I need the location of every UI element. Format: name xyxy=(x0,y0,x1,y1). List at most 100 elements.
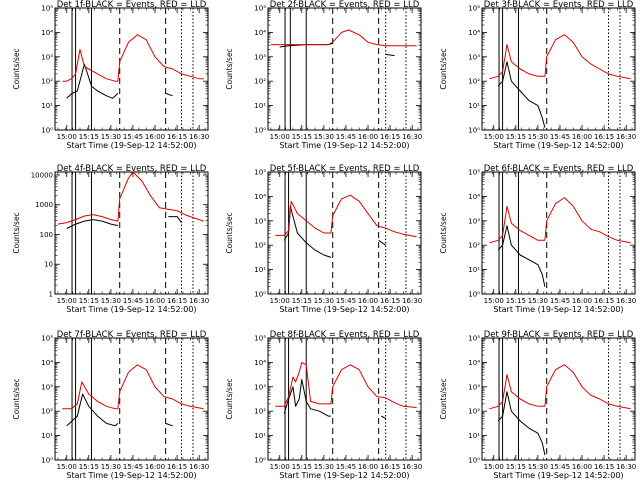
x-axis-label: Start Time (19-Sep-12 14:52:00) xyxy=(66,141,196,150)
events-series-line xyxy=(66,216,182,229)
y-tick-label: 10⁵ xyxy=(468,169,480,177)
x-tick-label: 16:30 xyxy=(616,297,636,305)
chart-title: Det 2f-BLACK = Events, RED = LLD xyxy=(270,0,420,10)
y-tick-label: 10⁰ xyxy=(254,127,266,135)
x-tick-label: 15:15 xyxy=(79,297,99,305)
y-tick-label: 10⁰ xyxy=(254,457,266,465)
x-tick-label: 15:45 xyxy=(123,463,143,471)
chart-panel-3: Det 3f-BLACK = Events, RED = LLD 10⁰ 10¹ 10… xyxy=(439,0,636,150)
chart-panel-1: Det 1f-BLACK = Events, RED = LLD 10⁰ 10¹ 10… xyxy=(12,0,209,150)
y-axis-label: Counts/sec xyxy=(439,378,448,419)
chart-title: Det 7f-BLACK = Events, RED = LLD xyxy=(57,330,207,340)
y-axis-label: Counts/sec xyxy=(225,378,234,419)
x-tick-label: 15:15 xyxy=(79,463,99,471)
x-tick-label: 15:30 xyxy=(101,297,121,305)
lld-series-line xyxy=(275,361,417,408)
x-tick-label: 15:00 xyxy=(57,463,77,471)
x-axis-label: Start Time (19-Sep-12 14:52:00) xyxy=(493,471,623,480)
lld-series-line xyxy=(275,194,417,238)
x-tick-label: 16:00 xyxy=(572,133,592,141)
y-tick-label: 10⁰ xyxy=(468,127,480,135)
x-tick-label: 15:15 xyxy=(79,133,99,141)
chart-panel-6: Det 6f-BLACK = Events, RED = LLD 10⁰ 10¹ 10… xyxy=(439,164,636,314)
y-tick-label: 10³ xyxy=(41,383,53,391)
y-tick-label: 1000 xyxy=(35,201,53,209)
chart-panel-9: Det 9f-BLACK = Events, RED = LLD 10⁰ 10¹ 10… xyxy=(439,330,636,480)
y-tick-label: 10¹ xyxy=(254,102,266,110)
x-tick-label: 15:00 xyxy=(484,133,504,141)
plot-frame xyxy=(481,337,636,461)
y-tick-label: 10⁴ xyxy=(254,29,266,37)
x-tick-label: 15:45 xyxy=(336,297,356,305)
x-tick-label: 15:30 xyxy=(314,297,334,305)
y-tick-label: 10¹ xyxy=(468,432,480,440)
plot-frame xyxy=(54,171,209,295)
chart-title: Det 5f-BLACK = Events, RED = LLD xyxy=(270,164,420,174)
x-tick-label: 16:30 xyxy=(402,133,422,141)
chart-title: Det 1f-BLACK = Events, RED = LLD xyxy=(57,0,207,10)
x-tick-label: 15:45 xyxy=(550,297,570,305)
x-tick-label: 15:00 xyxy=(484,297,504,305)
x-tick-label: 16:30 xyxy=(189,463,209,471)
x-tick-label: 16:00 xyxy=(572,463,592,471)
y-axis-label: Counts/sec xyxy=(12,212,21,253)
y-tick-label: 10³ xyxy=(468,217,480,225)
x-tick-label: 16:15 xyxy=(167,463,187,471)
x-tick-label: 16:00 xyxy=(358,133,378,141)
events-series-line xyxy=(283,379,386,419)
plot-frame xyxy=(267,337,422,461)
x-tick-label: 15:45 xyxy=(550,463,570,471)
chart-panel-2: Det 2f-BLACK = Events, RED = LLD 10⁰ 10¹ 10… xyxy=(225,0,422,150)
events-series-line xyxy=(66,393,173,427)
x-tick-label: 16:30 xyxy=(189,297,209,305)
x-tick-label: 16:15 xyxy=(167,297,187,305)
chart-title: Det 8f-BLACK = Events, RED = LLD xyxy=(270,330,420,340)
x-tick-label: 15:00 xyxy=(484,463,504,471)
x-tick-label: 15:00 xyxy=(270,133,290,141)
x-tick-label: 16:15 xyxy=(594,297,614,305)
x-tick-label: 16:00 xyxy=(572,297,592,305)
events-series-line xyxy=(66,63,173,99)
y-tick-label: 10³ xyxy=(468,383,480,391)
y-tick-label: 10 xyxy=(44,261,53,269)
x-tick-label: 16:30 xyxy=(616,133,636,141)
x-tick-label: 15:30 xyxy=(528,297,548,305)
events-series-line xyxy=(279,42,395,57)
x-tick-label: 15:30 xyxy=(314,463,334,471)
x-axis-label: Start Time (19-Sep-12 14:52:00) xyxy=(493,305,623,314)
y-tick-label: 10¹ xyxy=(468,266,480,274)
plot-frame xyxy=(267,7,422,131)
y-tick-label: 10⁴ xyxy=(468,29,480,37)
x-tick-label: 15:30 xyxy=(101,463,121,471)
y-tick-label: 10² xyxy=(41,408,53,416)
y-tick-label: 10000 xyxy=(31,171,53,179)
x-axis-label: Start Time (19-Sep-12 14:52:00) xyxy=(66,305,196,314)
x-tick-label: 15:15 xyxy=(292,463,312,471)
y-tick-label: 10² xyxy=(254,78,266,86)
events-series-line xyxy=(498,392,600,455)
y-tick-label: 10² xyxy=(254,408,266,416)
y-tick-label: 10⁴ xyxy=(468,193,480,201)
y-axis-label: Counts/sec xyxy=(12,378,21,419)
x-tick-label: 15:15 xyxy=(292,133,312,141)
x-axis-label: Start Time (19-Sep-12 14:52:00) xyxy=(66,471,196,480)
y-axis-label: Counts/sec xyxy=(225,48,234,89)
y-tick-label: 10⁴ xyxy=(254,359,266,367)
y-tick-label: 10¹ xyxy=(468,102,480,110)
x-tick-label: 15:00 xyxy=(270,463,290,471)
x-axis-label: Start Time (19-Sep-12 14:52:00) xyxy=(493,141,623,150)
y-axis-label: Counts/sec xyxy=(225,212,234,253)
x-tick-label: 15:00 xyxy=(57,297,77,305)
y-tick-label: 100 xyxy=(40,231,53,239)
chart-panel-8: Det 8f-BLACK = Events, RED = LLD 10⁰ 10¹ 10… xyxy=(225,330,422,480)
y-tick-label: 10⁵ xyxy=(254,5,266,13)
chart-panel-5: Det 5f-BLACK = Events, RED = LLD 10⁰ 10¹ 10… xyxy=(225,164,422,314)
x-tick-label: 15:30 xyxy=(528,463,548,471)
y-tick-label: 10³ xyxy=(254,53,266,61)
lld-series-line xyxy=(57,171,204,225)
y-tick-label: 10² xyxy=(254,242,266,250)
x-tick-label: 15:45 xyxy=(123,133,143,141)
y-tick-label: 10² xyxy=(468,408,480,416)
x-tick-label: 16:15 xyxy=(594,133,614,141)
x-tick-label: 15:45 xyxy=(336,463,356,471)
